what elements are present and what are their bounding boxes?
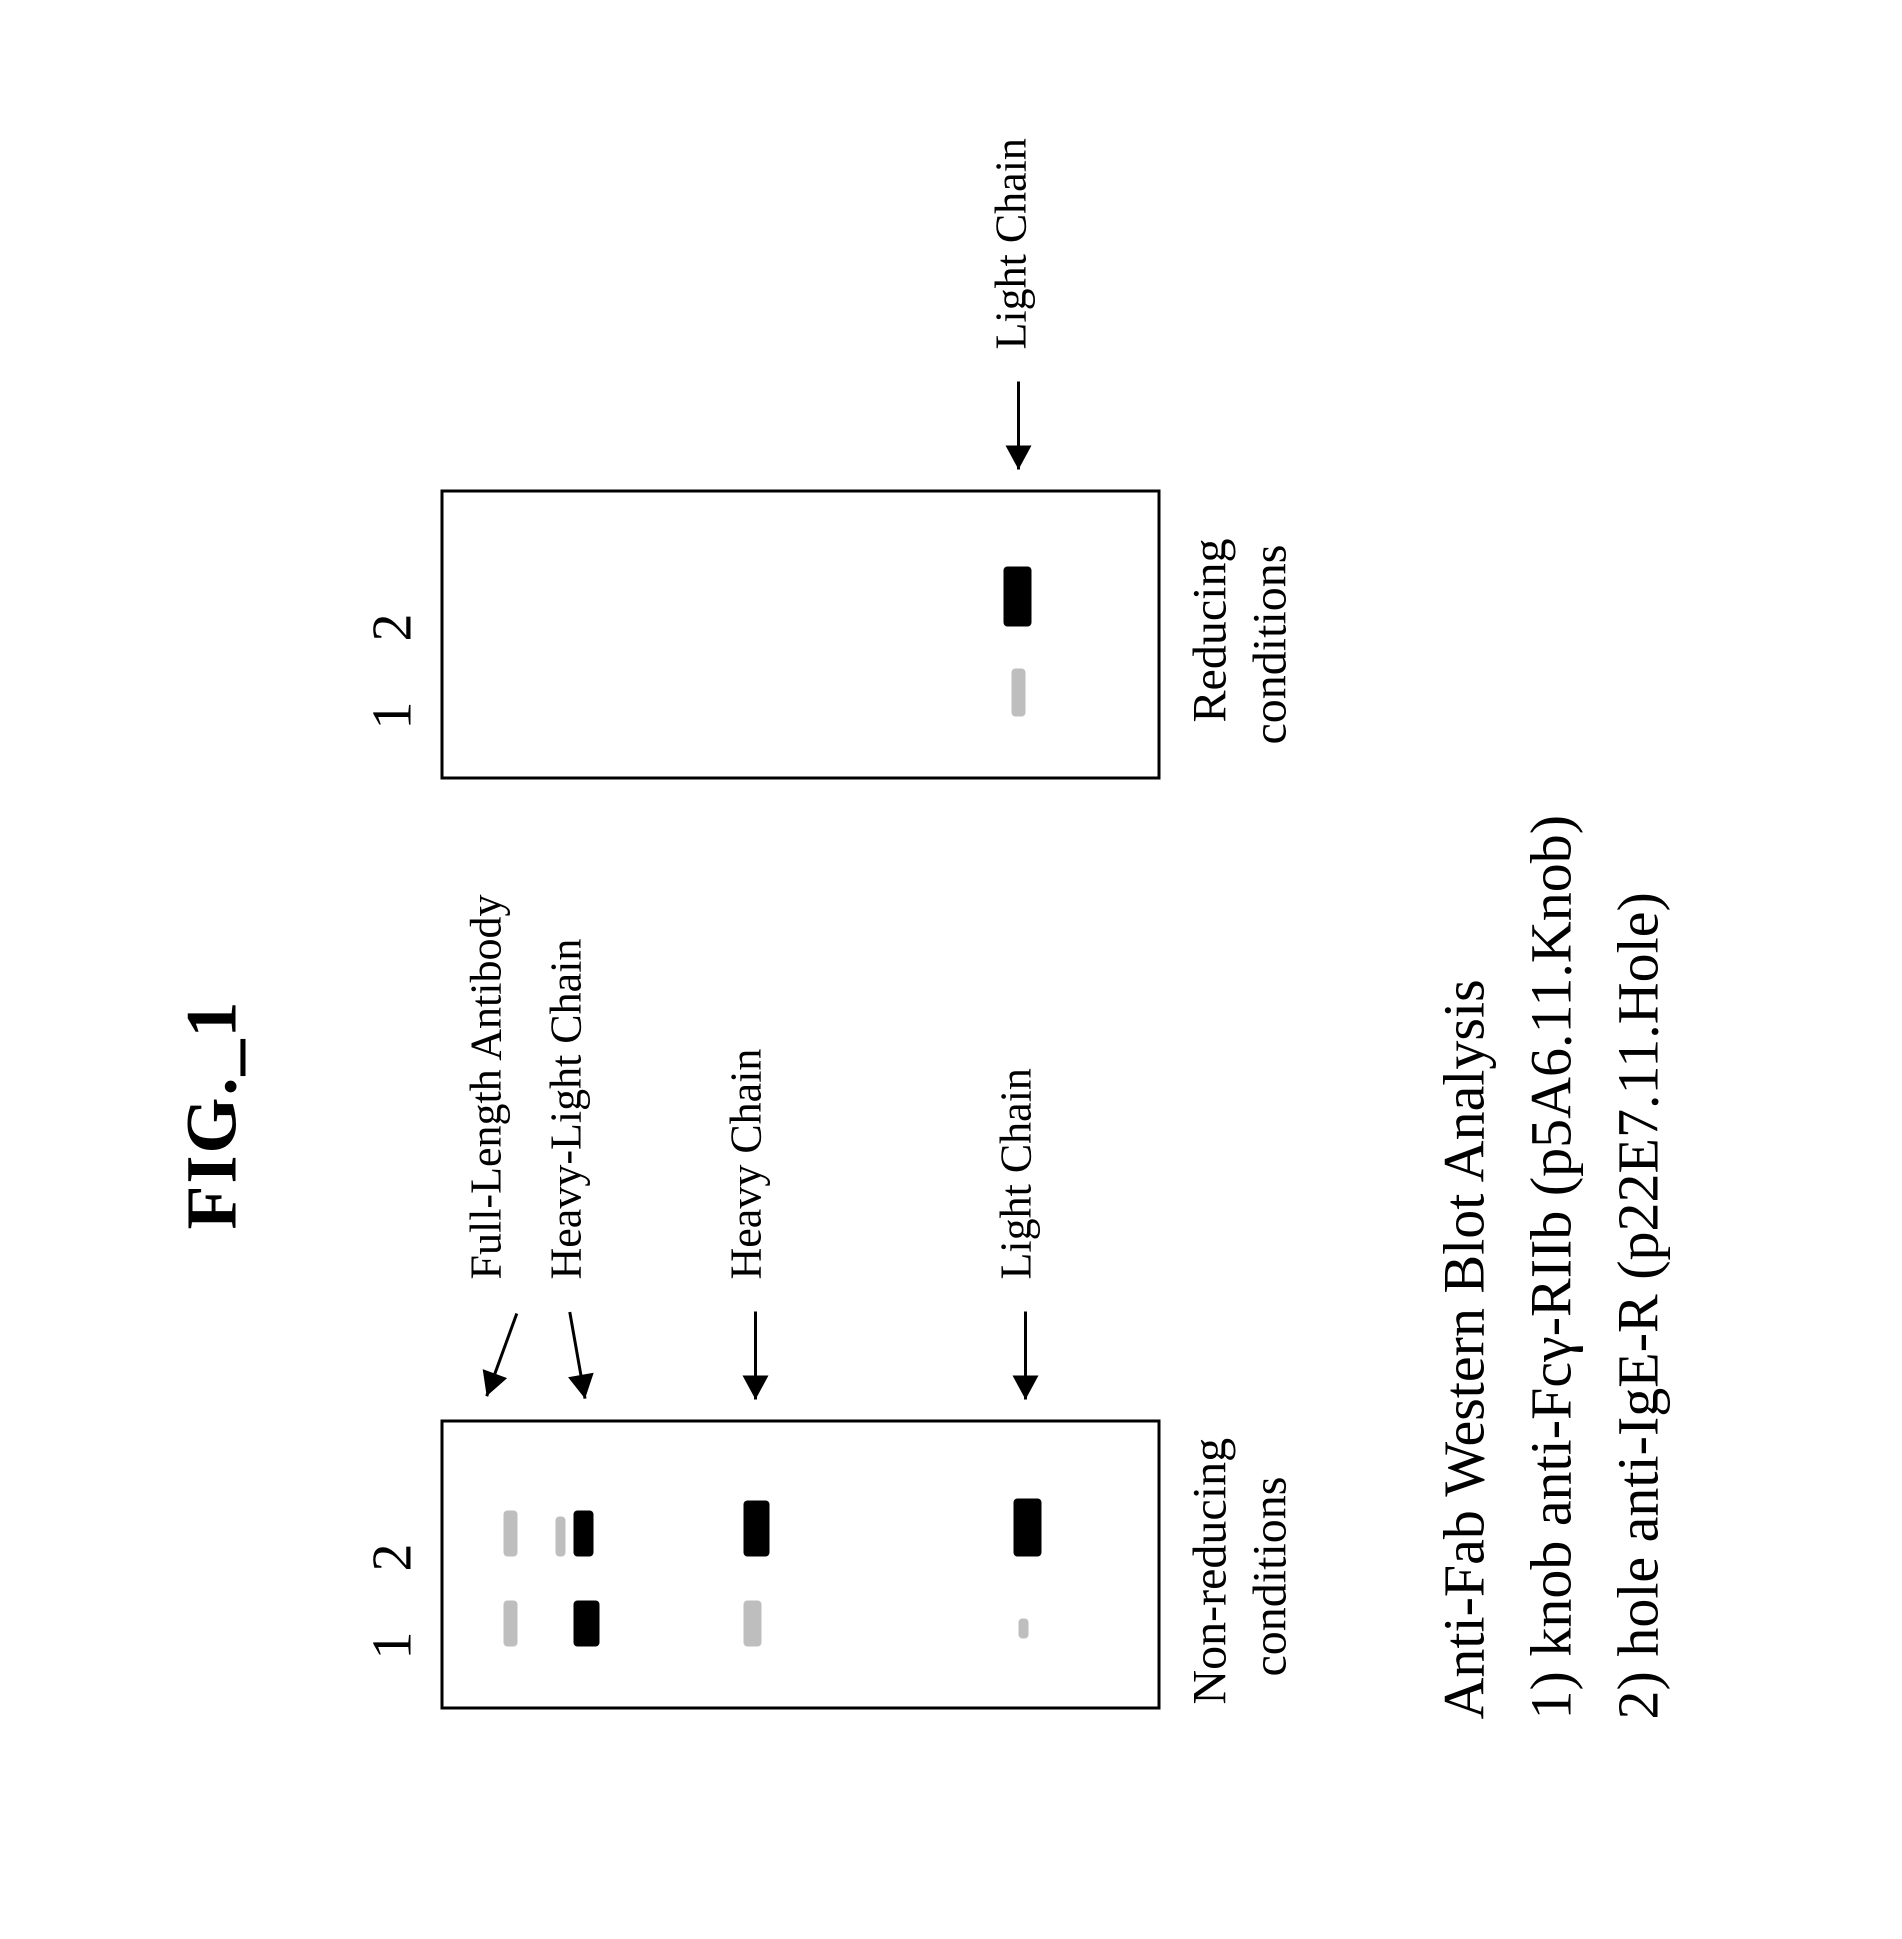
lane-2-right: 2 [360,613,424,641]
band-hl-lane2 [573,1510,593,1556]
caption-item-1: 1) knob anti-Fcγ-RIIb (p5A6.11.Knob) [1507,814,1594,1719]
condition-reducing: Reducing conditions [1180,538,1300,744]
label-full-length: Full-Length Antibody [460,894,511,1279]
arrow-l-left [1015,1289,1035,1399]
label-l-right: Light Chain [985,138,1036,349]
figure-container: FIG._1 1 2 Full-Length Antibody Heavy-Li… [0,0,1902,1939]
band-l-lane2 [1013,1498,1041,1556]
lane-1-left: 1 [360,1631,424,1659]
label-hl: Heavy-Light Chain [540,938,591,1279]
blot-panel-reducing [440,489,1160,779]
caption-block: Anti-Fab Western Blot Analysis 1) knob a… [1420,814,1681,1719]
condition-nr-line2: conditions [1240,1437,1300,1704]
band-l-lane1 [1018,1618,1028,1638]
arrow-full-length [477,1289,533,1399]
blot-panel-nonreducing [440,1419,1160,1709]
band-l-lane2-r [1003,566,1031,626]
condition-nr-line1: Non-reducing [1180,1437,1240,1704]
arrow-l-right [1008,359,1028,469]
label-h: Heavy Chain [720,1048,771,1279]
lane-numbers-right: 1 2 [360,613,424,729]
condition-r-line1: Reducing [1180,538,1240,744]
band-full-length-lane1 [503,1600,517,1646]
figure-title: FIG._1 [170,999,253,1229]
band-hl-lane1 [573,1600,599,1646]
label-l-left: Light Chain [990,1068,1041,1279]
lane-2-left: 2 [360,1543,424,1571]
caption-title: Anti-Fab Western Blot Analysis [1420,814,1507,1719]
band-h-lane2 [743,1500,769,1556]
band-hl-lane2-shadow [555,1516,565,1556]
lane-1-right: 1 [360,701,424,729]
arrow-h [745,1289,765,1399]
condition-nonreducing: Non-reducing conditions [1180,1437,1300,1704]
lane-numbers-left: 1 2 [360,1543,424,1659]
band-l-lane1-r [1011,668,1025,716]
band-h-lane1 [743,1600,761,1646]
caption-item-2: 2) hole anti-IgE-R (p22E7.11.Hole) [1594,814,1681,1719]
band-full-length-lane2 [503,1510,517,1556]
condition-r-line2: conditions [1240,538,1300,744]
arrow-hl [556,1288,595,1400]
